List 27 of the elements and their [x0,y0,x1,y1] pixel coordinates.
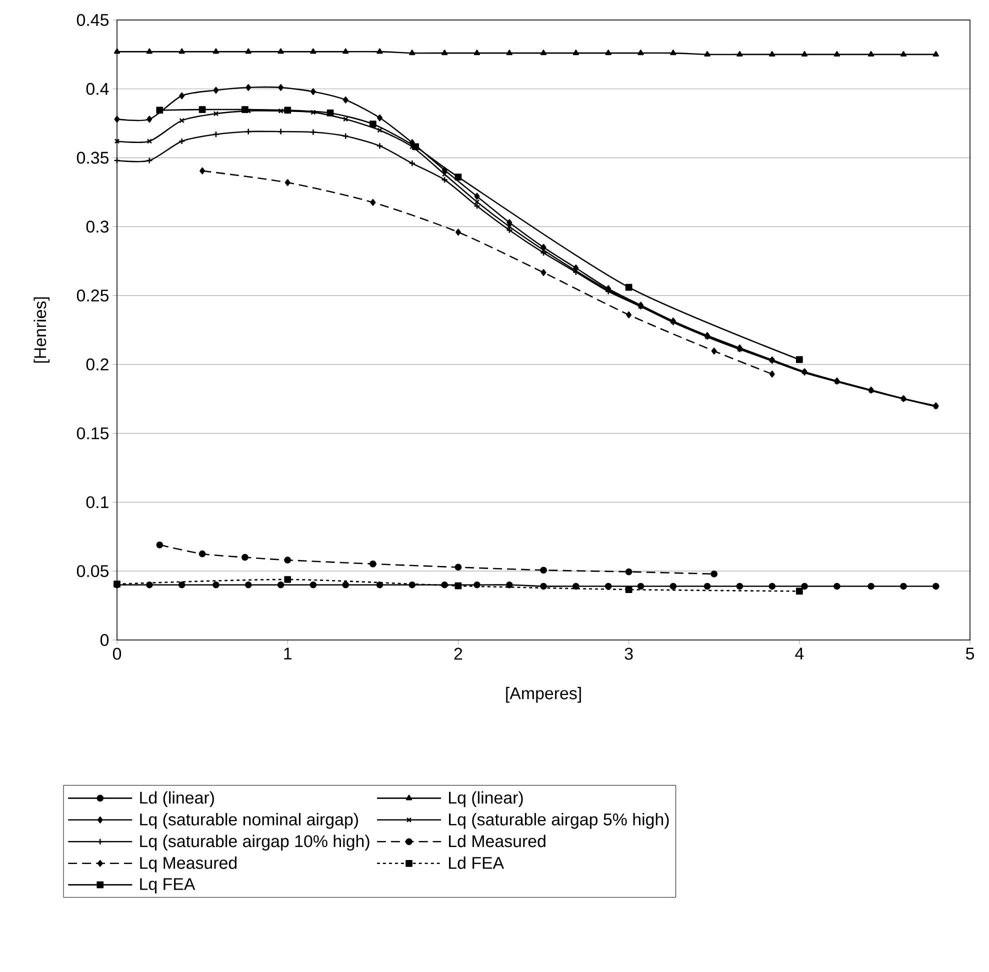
legend-label: Lq (saturable nominal airgap) [140,813,358,829]
y-tick-label: 0.45 [76,14,109,26]
legend-label: Lq (saturable airgap 10% high) [140,834,370,851]
y-tick-label: 0.2 [86,358,108,370]
x-tick-label: 5 [966,648,974,660]
y-tick-label: 0 [100,634,109,646]
legend-label: Lq (linear) [449,791,523,808]
y-tick-label: 0.15 [76,427,109,440]
x-tick-label: 4 [795,648,804,660]
y-tick-label: 0.3 [86,220,108,233]
x-tick-label: 3 [624,648,633,660]
x-axis-title: [Amperes] [506,686,581,703]
y-axis-title: [Henries] [34,297,50,363]
legend-label: Lq (saturable airgap 5% high) [449,813,669,829]
x-tick-label: 1 [284,648,292,660]
x-tick-label: 2 [454,648,462,660]
y-tick-label: 0.1 [86,496,108,508]
legend-label: Lq FEA [140,878,196,894]
x-tick-label: 0 [112,648,122,660]
y-tick-label: 0.05 [76,565,109,578]
y-tick-label: 0.35 [76,152,109,164]
legend-label: Ld FEA [449,856,504,869]
legend-label: Lq Measured [140,856,237,872]
y-tick-label: 0.4 [86,82,109,95]
legend-label: Ld (linear) [140,791,214,808]
y-tick-label: 0.25 [76,290,109,302]
legend-label: Ld Measured [449,834,546,848]
